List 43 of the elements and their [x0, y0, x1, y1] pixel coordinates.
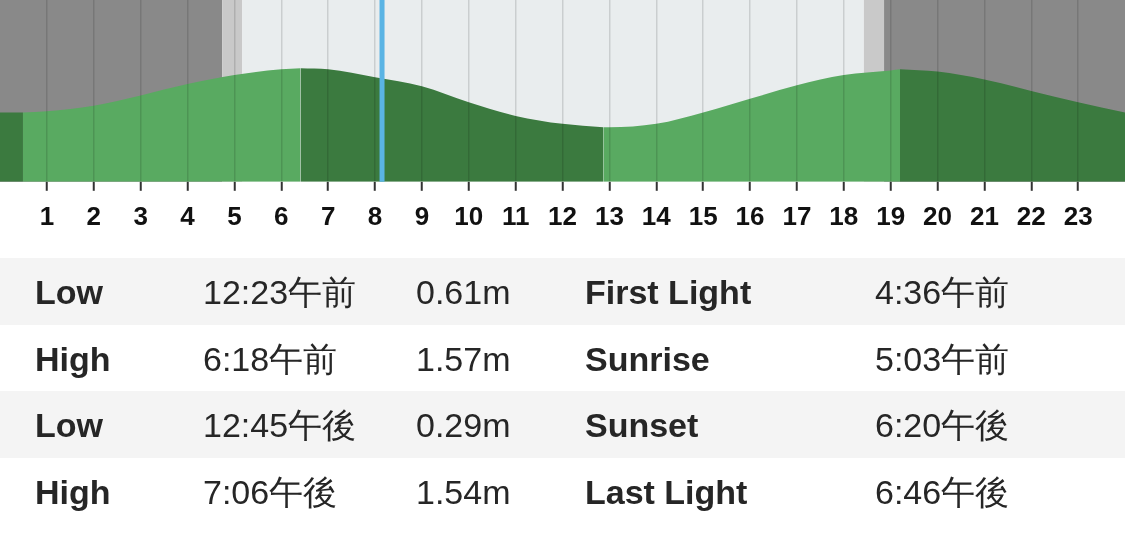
- x-tick-label: 9: [414, 200, 430, 231]
- x-tick-label: 3: [133, 200, 148, 231]
- text: 0.29m: [416, 405, 511, 446]
- text: 12:23午前: [203, 272, 357, 313]
- text: 6:18午前: [203, 338, 338, 380]
- x-tick-label: 17: [782, 200, 812, 231]
- x-tick-label: 2: [86, 200, 101, 231]
- text: 4:36午前: [875, 272, 1010, 313]
- text: Sunrise: [585, 338, 710, 380]
- x-tick-label: 8: [367, 200, 383, 231]
- x-tick-label: 15: [688, 200, 718, 231]
- x-tick-label: 11: [501, 200, 530, 231]
- x-tick-label: 12: [548, 200, 577, 231]
- x-tick-label: 7: [320, 200, 336, 231]
- text: 1.54m: [416, 471, 511, 513]
- x-tick-label: 1: [39, 200, 55, 231]
- x-tick-label: 14: [641, 200, 672, 231]
- text: 7:06午後: [203, 471, 338, 513]
- x-tick-label: 10: [454, 200, 484, 231]
- text: Last Light: [585, 471, 748, 513]
- text: First Light: [585, 272, 752, 313]
- x-tick-label: 21: [969, 200, 999, 231]
- x-tick-label: 6: [274, 200, 289, 231]
- text: High: [35, 471, 111, 513]
- x-tick-label: 19: [876, 200, 906, 231]
- x-tick-label: 13: [594, 200, 624, 231]
- text: 6:20午後: [875, 405, 1010, 446]
- text: Low: [35, 405, 103, 446]
- x-tick-label: 23: [1063, 200, 1093, 231]
- text: 1.57m: [416, 338, 511, 380]
- x-tick-label: 4: [180, 200, 196, 231]
- x-tick-label: 20: [923, 200, 952, 231]
- text: Low: [35, 272, 103, 313]
- text: High: [35, 338, 111, 380]
- x-tick-label: 22: [1016, 200, 1046, 231]
- text: Sunset: [585, 405, 699, 446]
- text: 12:45午後: [203, 405, 357, 446]
- text: 5:03午前: [875, 338, 1010, 380]
- x-tick-label: 16: [735, 200, 765, 231]
- text: 6:46午後: [875, 471, 1010, 513]
- x-tick-label: 18: [829, 200, 859, 231]
- x-tick-label: 5: [227, 200, 242, 231]
- text: 0.61m: [416, 272, 511, 313]
